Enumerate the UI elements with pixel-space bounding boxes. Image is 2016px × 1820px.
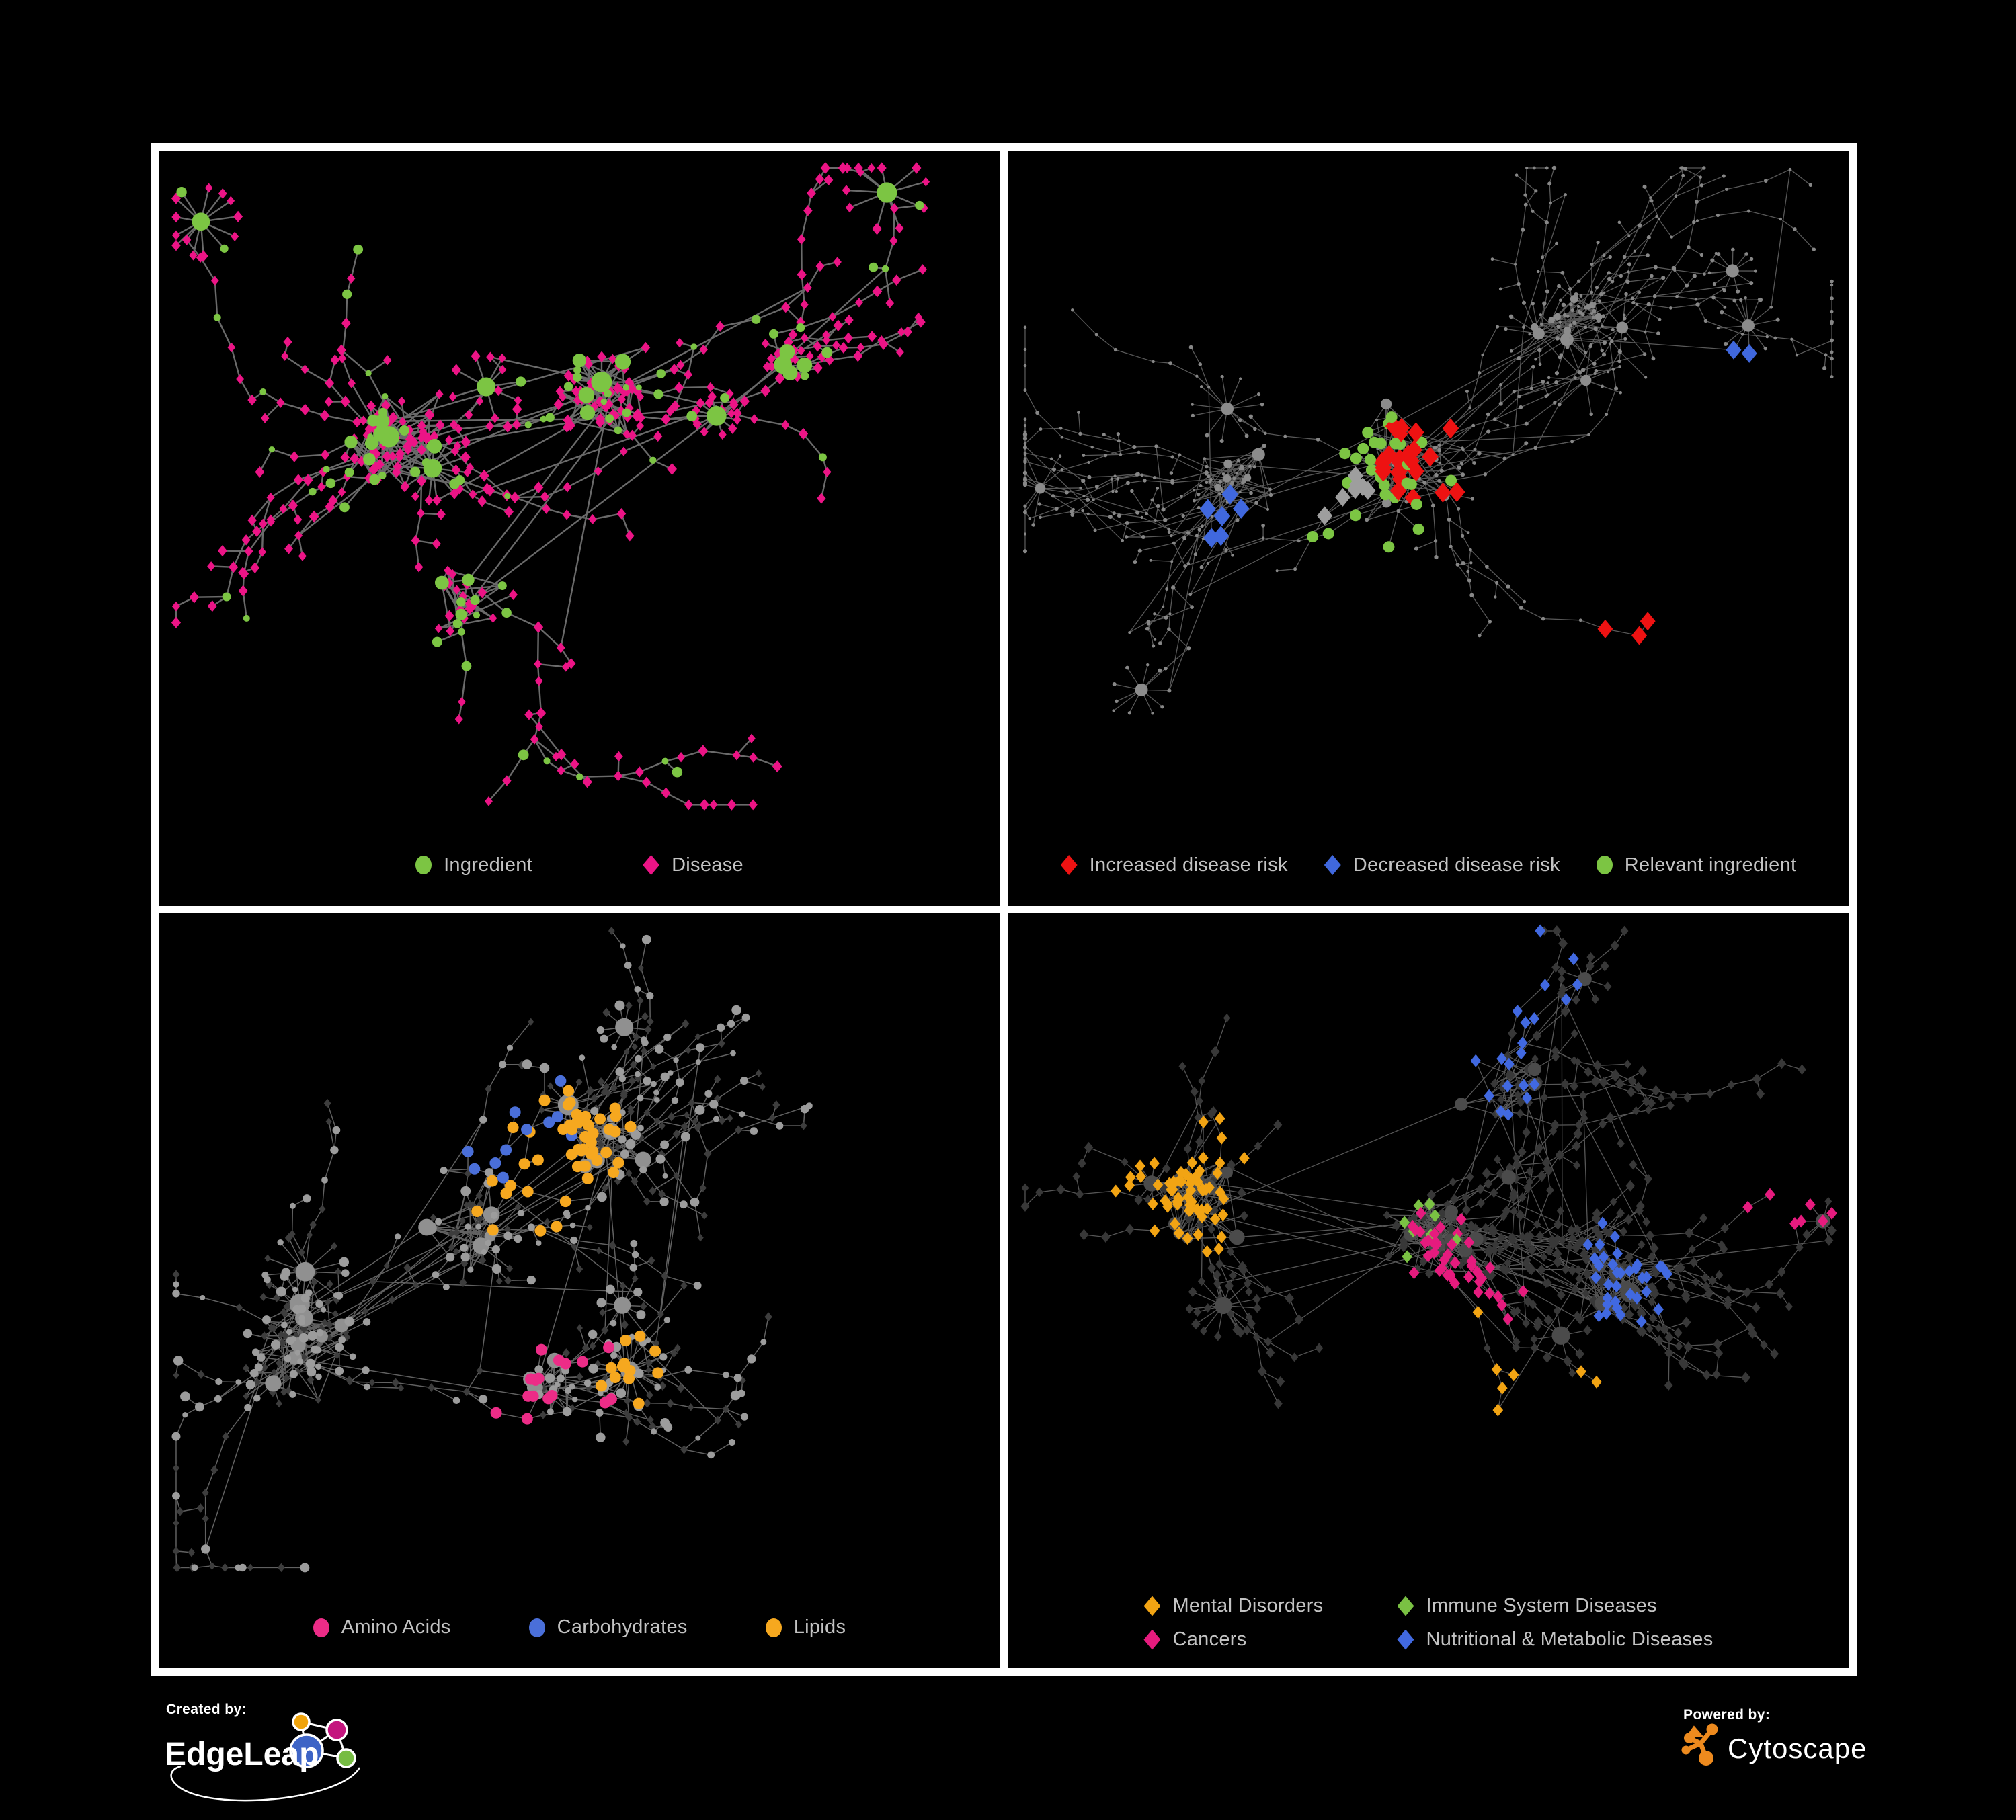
legend-label: Decreased disease risk [1353, 854, 1560, 876]
legend-item-lipids: Lipids [766, 1616, 846, 1639]
legend-label: Cancers [1172, 1628, 1246, 1651]
decreased-risk-swatch-icon [1324, 855, 1341, 875]
powered-by-label: Powered by: [1683, 1707, 1770, 1723]
cytoscape-icon [1682, 1724, 1718, 1766]
legend-item-relevant-ingredient: Relevant ingredient [1597, 854, 1797, 876]
legend-item-mental-disorders: Mental Disorders [1143, 1595, 1323, 1617]
disease-swatch-icon [643, 855, 659, 875]
legend-label: Mental Disorders [1172, 1595, 1323, 1617]
legend-disease-classes: Mental Disorders Immune System Diseases … [1008, 1595, 1849, 1651]
legend-label: Disease [672, 854, 743, 876]
legend-ingredient-disease: Ingredient Disease [159, 854, 1000, 876]
edgeleap-brand-text: EdgeLeap [165, 1737, 319, 1772]
legend-item-carbohydrates: Carbohydrates [529, 1616, 688, 1639]
figure-frame: Ingredient Disease Increased disease ris… [151, 143, 1857, 1676]
legend-item-decreased-risk: Decreased disease risk [1324, 854, 1560, 876]
cancers-swatch-icon [1143, 1630, 1160, 1650]
network-graph-ingredient-disease [159, 151, 1000, 906]
network-graph-nutrient-classes [159, 913, 1000, 1669]
increased-risk-swatch-icon [1061, 855, 1078, 875]
legend-label: Carbohydrates [557, 1616, 688, 1639]
legend-label: Relevant ingredient [1625, 854, 1797, 876]
legend-item-cancers: Cancers [1143, 1628, 1246, 1651]
edgeleap-logo: EdgeLeap [163, 1712, 385, 1820]
legend-label: Lipids [794, 1616, 846, 1639]
cytoscape-logo: Cytoscape [1681, 1723, 1876, 1774]
legend-item-immune-system-diseases: Immune System Diseases [1397, 1595, 1656, 1617]
legend-label: Increased disease risk [1090, 854, 1288, 876]
amino-acids-swatch-icon [313, 1618, 329, 1637]
carbohydrates-swatch-icon [529, 1618, 545, 1637]
panel-nutrient-classes: Amino Acids Carbohydrates Lipids [159, 913, 1000, 1669]
panel-disease-classes: Mental Disorders Immune System Diseases … [1008, 913, 1849, 1669]
legend-nutrient-classes: Amino Acids Carbohydrates Lipids [159, 1616, 1000, 1639]
panel-ingredient-disease: Ingredient Disease [159, 151, 1000, 906]
legend-label: Ingredient [444, 854, 532, 876]
immune-diseases-swatch-icon [1397, 1596, 1414, 1616]
ingredient-swatch-icon [415, 856, 432, 874]
panel-disease-risk: Increased disease risk Decreased disease… [1008, 151, 1849, 906]
legend-item-nutritional-metabolic-diseases: Nutritional & Metabolic Diseases [1397, 1628, 1713, 1651]
network-graph-disease-risk [1008, 151, 1849, 906]
legend-label: Amino Acids [341, 1616, 451, 1639]
network-graph-disease-classes [1008, 913, 1849, 1669]
lipids-swatch-icon [766, 1618, 782, 1637]
nutritional-metabolic-swatch-icon [1397, 1630, 1414, 1650]
mental-disorders-swatch-icon [1143, 1596, 1160, 1616]
relevant-ingredient-swatch-icon [1597, 856, 1613, 874]
legend-item-increased-risk: Increased disease risk [1061, 854, 1288, 876]
cytoscape-brand-text: Cytoscape [1728, 1733, 1867, 1764]
legend-label: Immune System Diseases [1426, 1595, 1656, 1617]
legend-item-ingredient: Ingredient [415, 854, 532, 876]
legend-item-amino-acids: Amino Acids [313, 1616, 451, 1639]
legend-label: Nutritional & Metabolic Diseases [1426, 1628, 1713, 1651]
legend-item-disease: Disease [643, 854, 743, 876]
legend-disease-risk: Increased disease risk Decreased disease… [1008, 854, 1849, 876]
